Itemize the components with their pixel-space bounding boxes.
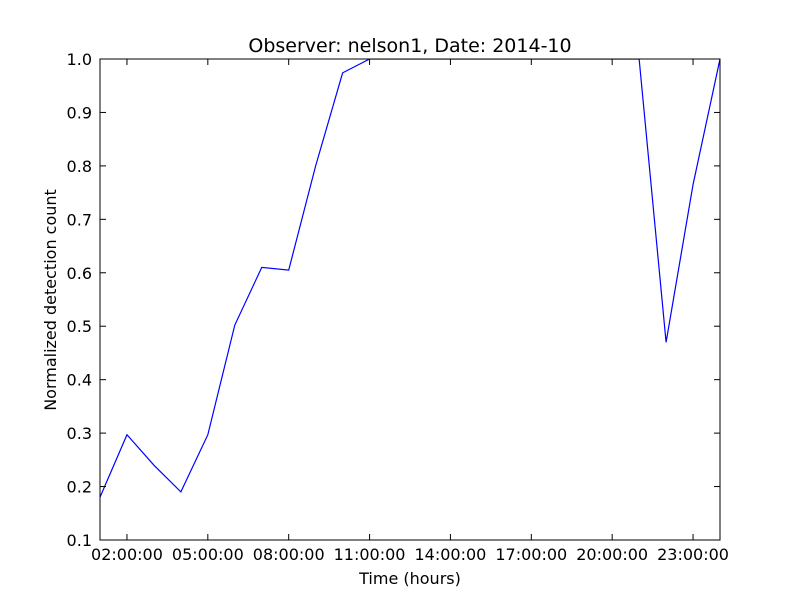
x-tick-label: 17:00:00 (495, 545, 567, 564)
x-tick-label: 14:00:00 (415, 545, 487, 564)
plot-frame (99, 58, 721, 541)
y-tick-label: 0.2 (67, 478, 92, 497)
x-tick-label: 20:00:00 (576, 545, 648, 564)
y-tick-label: 0.9 (67, 103, 92, 122)
x-tick-label: 05:00:00 (172, 545, 244, 564)
x-tick-label: 02:00:00 (91, 545, 163, 564)
y-tick-label: 0.7 (67, 210, 92, 229)
y-axis-label: Normalized detection count (41, 189, 60, 411)
axes-layer: 02:00:00 05:00:00 08:00:00 11:00:00 14:00:00… (67, 50, 729, 564)
x-tick-label: 08:00:00 (253, 545, 325, 564)
series-line-0 (100, 59, 720, 498)
y-tick-label: 0.6 (67, 264, 92, 283)
y-tick-label: 0.4 (67, 371, 92, 390)
y-tick-label: 0.8 (67, 157, 92, 176)
series-layer (100, 59, 720, 498)
x-tick-label: 23:00:00 (657, 545, 729, 564)
x-tick-label: 11:00:00 (334, 545, 406, 564)
y-tick-label: 1.0 (67, 50, 92, 69)
x-axis-label: Time (hours) (358, 569, 461, 588)
y-tick-label: 0.5 (67, 317, 92, 336)
y-tick-label: 0.1 (67, 531, 92, 550)
chart-title: Observer: nelson1, Date: 2014-10 (248, 35, 571, 57)
y-tick-label: 0.3 (67, 424, 92, 443)
